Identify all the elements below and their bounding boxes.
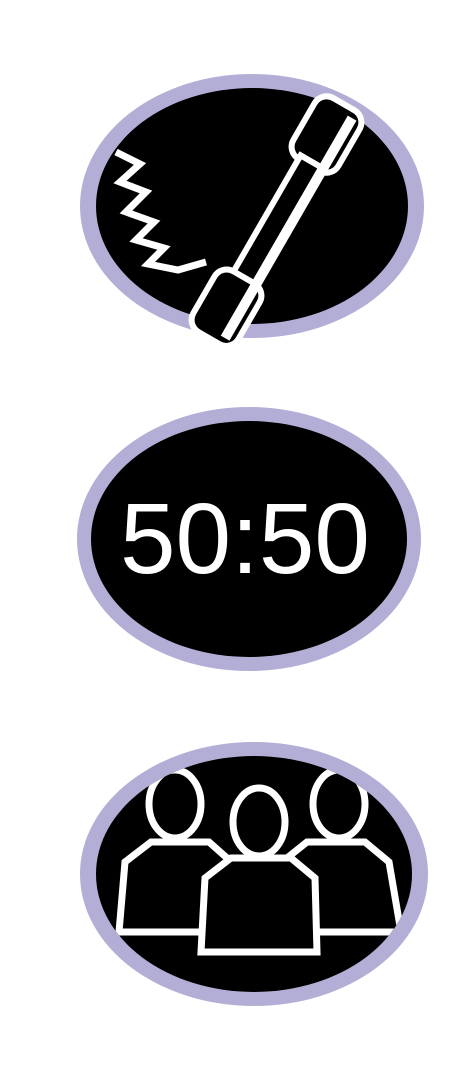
fifty-fifty-lifeline-button[interactable]: 50:50	[75, 405, 423, 673]
fifty-fifty-label: 50:50	[120, 483, 370, 595]
ask-the-audience-lifeline-button[interactable]	[79, 740, 429, 1008]
phone-handset-icon	[80, 74, 424, 349]
fifty-fifty-icon: 50:50	[77, 407, 421, 671]
phone-a-friend-lifeline-button[interactable]	[78, 72, 426, 349]
audience-people-icon	[80, 742, 428, 1006]
